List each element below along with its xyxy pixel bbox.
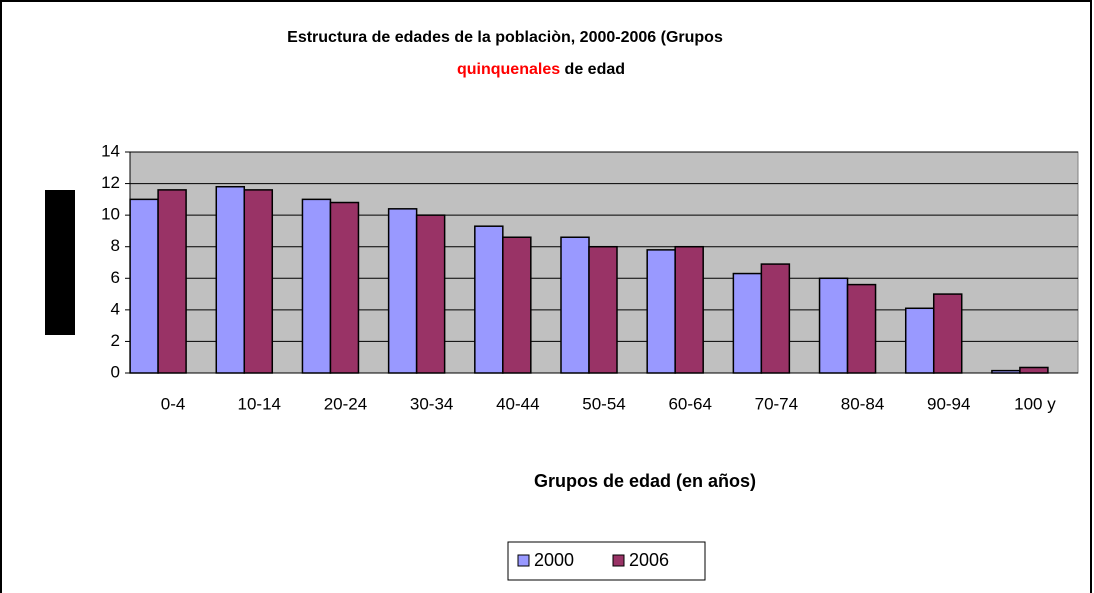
x-tick-label: 80-84 [841, 394, 884, 413]
title-segment: de edad [560, 61, 625, 78]
legend-label: 2006 [629, 550, 669, 570]
bar [243, 189, 274, 374]
x-axis-label: Grupos de edad (en años) [534, 471, 756, 491]
title-segment: quinquenales [457, 61, 560, 78]
bar [415, 214, 446, 374]
legend-box [507, 541, 706, 581]
x-tick-label: 10-14 [238, 394, 281, 413]
x-tick-label: 20-24 [324, 394, 367, 413]
bar [732, 272, 763, 374]
bar [387, 208, 418, 374]
y-tick-label: 14 [101, 141, 120, 160]
x-tick-label: 40-44 [496, 394, 539, 413]
y-tick-label: 8 [111, 236, 120, 255]
bar [674, 245, 704, 374]
y-tick-label: 12 [101, 173, 120, 192]
bar [588, 245, 618, 374]
bar [904, 307, 935, 374]
bar [474, 225, 504, 374]
x-tick-label: 0-4 [161, 394, 186, 413]
x-tick-label: 50-54 [582, 394, 625, 413]
bar [846, 283, 877, 374]
bar [157, 189, 187, 374]
title-segment: Estructura de edades de la poblaciòn, 20… [287, 29, 723, 46]
legend-swatch [517, 554, 530, 567]
y-tick-label: 10 [101, 205, 120, 224]
x-tick-label: 60-64 [668, 394, 711, 413]
bar [1019, 366, 1049, 374]
bar [215, 185, 246, 374]
bar [502, 236, 532, 374]
bar [301, 198, 332, 374]
bar [646, 249, 676, 374]
x-tick-label: 30-34 [410, 394, 453, 413]
bar [932, 293, 963, 374]
bar [760, 263, 791, 374]
legend-label: 2000 [534, 550, 574, 570]
chart-title: quinquenales de edad [457, 61, 625, 78]
bar [818, 277, 849, 374]
bar [329, 201, 360, 374]
y-tick-label: 6 [111, 268, 120, 287]
legend-swatch [612, 554, 625, 567]
bar [129, 198, 159, 374]
x-tick-label: 90-94 [927, 394, 970, 413]
redacted-axis-label [45, 190, 75, 335]
x-tick-label: 70-74 [755, 394, 798, 413]
y-tick-label: 2 [111, 331, 120, 350]
bar [991, 369, 1021, 374]
bar [560, 236, 590, 374]
y-tick-label: 0 [111, 362, 120, 381]
x-tick-label: 100 y [1014, 394, 1056, 413]
chart-title: Estructura de edades de la poblaciòn, 20… [287, 29, 723, 46]
y-tick-label: 4 [111, 299, 120, 318]
